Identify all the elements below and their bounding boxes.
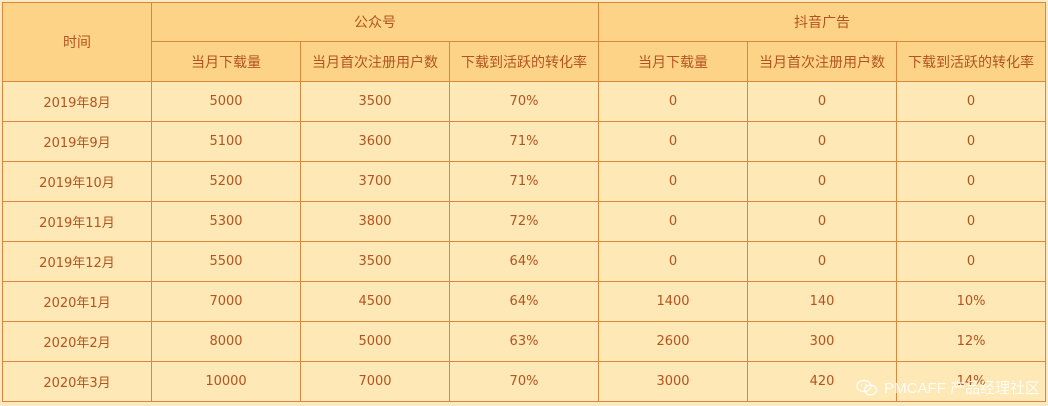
table-cell: 70% (448, 361, 600, 402)
table-cell: 0 (598, 241, 749, 282)
sub-header: 当月首次注册用户数 (300, 41, 450, 82)
table-row: 2019年8月 5000 3500 70% 0 0 0 (2, 81, 1047, 122)
table-cell: 0 (747, 241, 898, 282)
table-cell: 3500 (300, 81, 450, 122)
table-cell: 64% (448, 241, 600, 282)
table-cell: 0 (896, 201, 1047, 242)
table-cell: 7000 (300, 361, 450, 402)
table-cell: 3600 (300, 121, 450, 162)
table-cell: 0 (896, 121, 1047, 162)
table-cell: 4500 (300, 281, 450, 322)
table-cell: 0 (747, 201, 898, 242)
time-header: 时间 (2, 2, 152, 82)
sub-header: 当月下载量 (598, 41, 749, 82)
row-date-cell: 2019年8月 (2, 81, 152, 122)
table-cell: 0 (896, 161, 1047, 202)
group-header-wechat: 公众号 (150, 2, 600, 42)
table-cell: 0 (598, 201, 749, 242)
table-cell: 8000 (151, 321, 301, 362)
row-date-cell: 2019年10月 (2, 161, 152, 202)
header-sub-row: 当月下载量 当月首次注册用户数 下载到活跃的转化率 当月下载量 当月首次注册用户… (3, 41, 1047, 82)
table-cell: 0 (598, 161, 749, 202)
row-date-cell: 2020年1月 (2, 281, 152, 322)
table-cell: 12% (896, 321, 1047, 362)
table-cell: 3700 (300, 161, 450, 202)
table-cell: 5200 (151, 161, 301, 202)
table-row: 2019年9月 5100 3600 71% 0 0 0 (2, 121, 1047, 162)
row-date-cell: 2020年2月 (2, 321, 152, 362)
table-cell: 3800 (300, 201, 450, 242)
table-row: 2020年1月 7000 4500 64% 1400 140 10% (2, 281, 1047, 322)
sub-header: 当月首次注册用户数 (747, 41, 898, 82)
table-row: 2019年10月 5200 3700 71% 0 0 0 (2, 161, 1047, 202)
table-cell: 0 (598, 121, 749, 162)
table-cell: 1400 (598, 281, 749, 322)
table-row: 2020年3月 10000 7000 70% 3000 420 14% (2, 361, 1047, 402)
table-cell: 14% (896, 361, 1047, 402)
row-date-cell: 2019年9月 (2, 121, 152, 162)
table-cell: 5000 (300, 321, 450, 362)
table-cell: 0 (896, 81, 1047, 122)
sub-header: 下载到活跃的转化率 (448, 41, 600, 82)
table-cell: 5100 (151, 121, 301, 162)
table-cell: 5000 (151, 81, 301, 122)
table-row: 2019年11月 5300 3800 72% 0 0 0 (2, 201, 1047, 242)
table-cell: 5500 (151, 241, 301, 282)
row-date-cell: 2019年11月 (2, 201, 152, 242)
table-cell: 5300 (151, 201, 301, 242)
table-cell: 300 (747, 321, 898, 362)
table-cell: 3000 (598, 361, 749, 402)
table-cell: 0 (747, 161, 898, 202)
group-header-douyin: 抖音广告 (598, 2, 1047, 42)
table-cell: 71% (448, 161, 600, 202)
table-cell: 0 (896, 241, 1047, 282)
table-row: 2019年12月 5500 3500 64% 0 0 0 (2, 241, 1047, 282)
table-cell: 140 (747, 281, 898, 322)
table-cell: 10% (896, 281, 1047, 322)
table-cell: 63% (448, 321, 600, 362)
table-cell: 10000 (151, 361, 301, 402)
table-cell: 72% (448, 201, 600, 242)
table-body: 2019年8月 5000 3500 70% 0 0 0 2019年9月 5100 3600 71% 0… (2, 81, 1047, 402)
table-cell: 71% (448, 121, 600, 162)
row-date-cell: 2019年12月 (2, 241, 152, 282)
sub-header: 当月下载量 (151, 41, 301, 82)
table-row: 2020年2月 8000 5000 63% 2600 300 12% (2, 321, 1047, 362)
table-cell: 7000 (151, 281, 301, 322)
table-cell: 70% (448, 81, 600, 122)
header-group-row: 时间 公众号 抖音广告 (2, 2, 1047, 82)
sub-header: 下载到活跃的转化率 (896, 41, 1047, 82)
table-cell: 0 (747, 81, 898, 122)
table-cell: 2600 (598, 321, 749, 362)
table-cell: 64% (448, 281, 600, 322)
row-date-cell: 2020年3月 (2, 361, 152, 402)
table-cell: 420 (747, 361, 898, 402)
table-cell: 0 (747, 121, 898, 162)
table-cell: 3500 (300, 241, 450, 282)
table-cell: 0 (598, 81, 749, 122)
